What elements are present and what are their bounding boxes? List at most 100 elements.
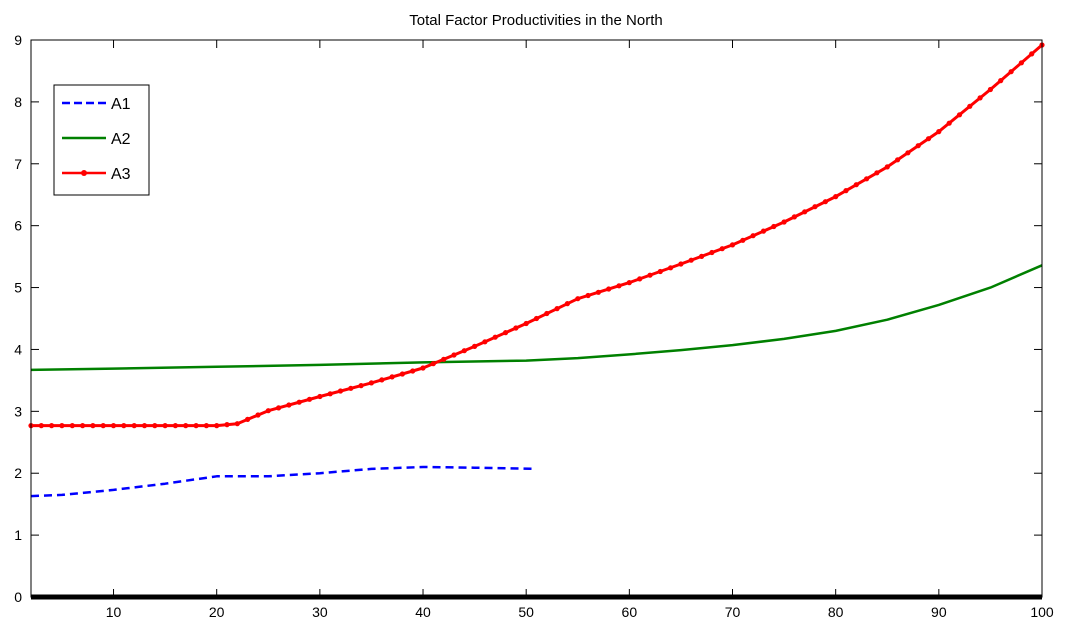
series-marker-a3 — [410, 368, 416, 374]
series-marker-a3 — [575, 296, 581, 302]
chart-title: Total Factor Productivities in the North — [409, 12, 662, 29]
series-marker-a3 — [472, 343, 478, 349]
series-marker-a3 — [781, 219, 787, 225]
series-marker-a3 — [719, 246, 725, 252]
series-marker-a3 — [544, 310, 550, 317]
series-marker-a3 — [183, 423, 189, 429]
series-marker-a3 — [760, 228, 767, 234]
series-marker-a3 — [203, 423, 209, 429]
series-marker-a3 — [327, 391, 333, 397]
y-tick-label: 5 — [14, 280, 22, 296]
series-marker-a3 — [626, 280, 632, 286]
series-marker-a3 — [59, 423, 65, 429]
y-tick-label: 0 — [14, 589, 22, 605]
series-marker-a3 — [162, 423, 168, 429]
series-marker-a3 — [523, 320, 529, 327]
series-marker-a3 — [709, 249, 715, 256]
series-marker-a3 — [430, 361, 436, 367]
series-marker-a3 — [110, 423, 117, 429]
series-marker-a3 — [833, 194, 839, 200]
series-marker-a3 — [977, 95, 983, 101]
series-marker-a3 — [657, 268, 663, 275]
series-marker-a3 — [255, 412, 261, 418]
series-marker-a3 — [368, 380, 374, 386]
series-marker-a3 — [193, 423, 199, 429]
series-marker-a3 — [967, 103, 973, 109]
series-marker-a3 — [874, 170, 880, 176]
series-marker-a3 — [946, 120, 952, 126]
series-marker-a3 — [224, 422, 230, 428]
series-marker-a3 — [513, 325, 519, 331]
y-tick-label: 7 — [14, 156, 22, 172]
y-tick-label: 1 — [14, 527, 22, 543]
series-marker-a3 — [286, 402, 292, 408]
x-tick-label: 60 — [622, 604, 638, 620]
series-marker-a3 — [925, 136, 932, 142]
legend-marker-a3 — [81, 170, 87, 176]
series-marker-a3 — [956, 112, 963, 118]
series-marker-a3 — [585, 292, 591, 299]
series-marker-a3 — [296, 399, 302, 405]
series-marker-a3 — [399, 371, 405, 377]
x-tick-label: 10 — [106, 604, 122, 620]
series-marker-a3 — [306, 396, 313, 402]
y-tick-label: 4 — [14, 341, 22, 357]
series-marker-a3 — [49, 423, 55, 429]
legend-box — [53, 84, 150, 196]
series-marker-a3 — [214, 423, 220, 429]
series-marker-a3 — [729, 242, 736, 248]
series-marker-a3 — [884, 164, 890, 170]
series-marker-a3 — [482, 339, 488, 345]
x-tick-label: 70 — [725, 604, 741, 620]
series-marker-a3 — [141, 423, 148, 429]
series-marker-a3 — [131, 423, 137, 429]
series-marker-a3 — [337, 388, 344, 394]
y-tick-label: 6 — [14, 218, 22, 234]
y-tick-label: 9 — [14, 32, 22, 48]
series-marker-a3 — [90, 423, 96, 429]
series-marker-a3 — [616, 283, 622, 289]
series-marker-a3 — [451, 352, 457, 358]
series-marker-a3 — [245, 416, 251, 422]
series-marker-a3 — [533, 315, 540, 322]
series-marker-a3 — [348, 385, 354, 391]
legend-label-a1: A1 — [111, 96, 131, 113]
series-marker-a3 — [812, 204, 818, 210]
series-marker-a3 — [121, 423, 127, 429]
series-marker-a3 — [172, 423, 178, 429]
series-marker-a3 — [358, 383, 364, 389]
series-marker-a3 — [771, 223, 777, 230]
series-marker-a3 — [750, 233, 756, 239]
y-tick-label: 8 — [14, 94, 22, 110]
series-marker-a3 — [791, 214, 798, 220]
series-marker-a3 — [1008, 69, 1014, 75]
legend-label-a2: A2 — [111, 131, 131, 148]
series-marker-a3 — [38, 423, 44, 429]
legend: A1 A2 A3 — [53, 84, 150, 196]
x-tick-label: 30 — [312, 604, 328, 620]
series-line-a1 — [30, 465, 537, 498]
series-marker-a3 — [606, 286, 612, 292]
legend-label-a3: A3 — [111, 166, 131, 183]
series-line-a3 — [31, 43, 1043, 428]
x-tick-label: 40 — [415, 604, 431, 620]
series-marker-a3 — [822, 199, 829, 205]
series-marker-a3 — [699, 253, 705, 259]
x-tick-label: 80 — [828, 604, 844, 620]
series-marker-a3 — [936, 129, 942, 135]
series-marker-a3 — [1018, 60, 1024, 66]
y-tick-label: 2 — [14, 465, 22, 481]
series-marker-a3 — [905, 150, 911, 156]
x-tick-label: 100 — [1030, 604, 1054, 620]
series-marker-a3 — [317, 393, 323, 400]
series-marker-a3 — [998, 78, 1004, 84]
series-marker-a3 — [987, 86, 994, 93]
series-marker-a3 — [492, 334, 498, 340]
series-marker-a3 — [843, 188, 849, 194]
series-marker-a3 — [647, 272, 653, 278]
series-marker-a3 — [595, 289, 602, 295]
series-marker-a3 — [152, 423, 158, 429]
series-marker-a3 — [461, 348, 467, 354]
series-marker-a3 — [503, 330, 509, 336]
